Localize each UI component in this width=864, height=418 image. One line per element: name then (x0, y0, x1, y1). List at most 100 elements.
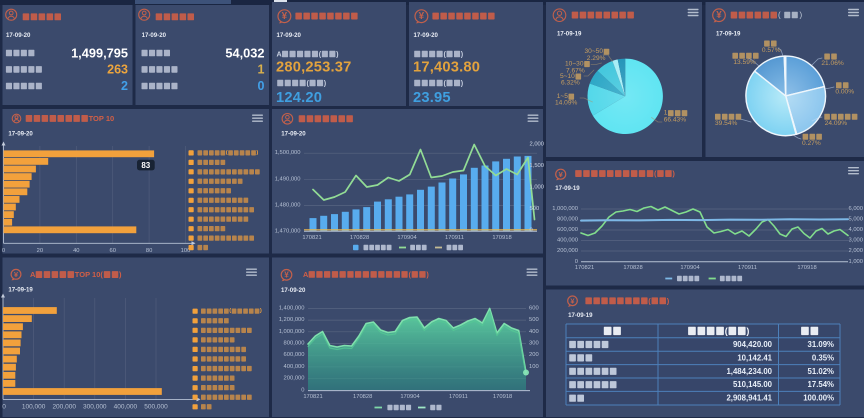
svg-text:17-09-20: 17-09-20 (414, 32, 439, 39)
svg-text:1,400,000: 1,400,000 (279, 305, 305, 311)
svg-text:124.20: 124.20 (276, 90, 322, 106)
svg-text:100: 100 (529, 364, 539, 370)
svg-text:400,000: 400,000 (284, 364, 305, 370)
svg-text:300,000: 300,000 (83, 404, 107, 411)
svg-text:2.29%: 2.29% (587, 55, 606, 62)
svg-text:170821: 170821 (302, 235, 321, 241)
svg-text:17-09-19: 17-09-19 (555, 185, 580, 192)
svg-text:1,490,000: 1,490,000 (275, 176, 301, 182)
svg-text:TOP 10(: TOP 10( (75, 270, 104, 279)
svg-text:170828: 170828 (353, 394, 372, 400)
svg-text:263: 263 (107, 63, 128, 77)
svg-text:23.95: 23.95 (413, 90, 451, 106)
svg-text:¥: ¥ (419, 11, 425, 22)
svg-text:): ) (667, 296, 670, 305)
svg-text:17-09-19: 17-09-19 (557, 31, 582, 38)
svg-text:800,000: 800,000 (557, 217, 578, 223)
svg-text:): ) (336, 50, 339, 59)
svg-text:): ) (256, 150, 258, 156)
svg-text:1: 1 (664, 110, 668, 117)
svg-text:200,000: 200,000 (52, 404, 76, 411)
svg-text:(: ( (654, 169, 657, 178)
svg-text:170911: 170911 (449, 394, 468, 400)
svg-text:100.00%: 100.00% (803, 394, 834, 403)
svg-text:0: 0 (2, 248, 5, 254)
svg-text:170821: 170821 (575, 265, 594, 271)
svg-text:100,000: 100,000 (22, 404, 46, 411)
svg-text:2,000: 2,000 (849, 248, 864, 254)
svg-text:(: ( (725, 326, 728, 336)
svg-text:400,000: 400,000 (114, 404, 138, 411)
svg-text:60: 60 (109, 248, 115, 254)
svg-text:20: 20 (37, 248, 43, 254)
svg-text:17-09-20: 17-09-20 (277, 32, 302, 39)
svg-text:(: ( (409, 270, 412, 279)
svg-text:510,145.00: 510,145.00 (733, 380, 773, 389)
svg-text:10,142.41: 10,142.41 (737, 353, 772, 362)
svg-text:170828: 170828 (623, 265, 642, 271)
svg-text:500: 500 (529, 317, 539, 323)
svg-text:0: 0 (530, 228, 533, 234)
svg-text:31.09%: 31.09% (808, 340, 835, 349)
svg-text:600,000: 600,000 (284, 352, 305, 358)
svg-text:300: 300 (529, 341, 539, 347)
svg-text:17-09-20: 17-09-20 (142, 32, 167, 39)
svg-text:51.02%: 51.02% (808, 367, 835, 376)
svg-text:6,000: 6,000 (849, 206, 864, 212)
svg-text:280,253.37: 280,253.37 (276, 60, 352, 76)
svg-text:500: 500 (530, 206, 540, 212)
svg-text:): ) (800, 11, 803, 20)
svg-text:(: ( (319, 50, 322, 59)
svg-text:400: 400 (529, 329, 539, 335)
svg-text:7.67%: 7.67% (566, 67, 585, 74)
svg-text:(: ( (226, 150, 228, 156)
svg-text:2,908,941.41: 2,908,941.41 (726, 394, 772, 403)
svg-text:4,000: 4,000 (849, 227, 864, 233)
svg-text:30~50: 30~50 (585, 48, 604, 55)
svg-text:¥: ¥ (282, 11, 288, 22)
svg-text:170911: 170911 (445, 235, 464, 241)
svg-text:): ) (672, 169, 675, 178)
svg-text:0.57%: 0.57% (762, 47, 781, 54)
svg-text:170918: 170918 (797, 265, 816, 271)
svg-text:A: A (30, 270, 36, 279)
svg-text:54,032: 54,032 (225, 46, 264, 61)
svg-text:1,000: 1,000 (530, 185, 545, 191)
svg-text:): ) (260, 308, 262, 314)
svg-text:1,000,000: 1,000,000 (279, 329, 305, 335)
svg-text:0: 0 (2, 404, 6, 411)
svg-text:1,470,000: 1,470,000 (275, 229, 301, 235)
svg-text:500,000: 500,000 (144, 404, 168, 411)
svg-text:83: 83 (141, 161, 150, 170)
svg-text:0.27%: 0.27% (802, 140, 821, 147)
svg-text:170911: 170911 (738, 265, 757, 271)
svg-text:17-09-20: 17-09-20 (281, 131, 306, 138)
svg-text:170918: 170918 (492, 235, 511, 241)
svg-text:1,500: 1,500 (530, 163, 545, 169)
svg-text:TOP 10: TOP 10 (89, 114, 115, 123)
svg-text:¥: ¥ (14, 270, 19, 279)
svg-text:17-09-19: 17-09-19 (8, 287, 33, 294)
svg-text:5,000: 5,000 (849, 217, 864, 223)
svg-text:17,403.80: 17,403.80 (413, 60, 480, 76)
svg-text:17-09-20: 17-09-20 (8, 131, 33, 138)
svg-text:(: ( (307, 79, 310, 88)
svg-text:1,500,000: 1,500,000 (275, 150, 301, 156)
svg-text:0: 0 (301, 387, 304, 393)
svg-text:21.06%: 21.06% (821, 60, 844, 67)
svg-text:¥: ¥ (570, 297, 575, 306)
svg-text:1: 1 (258, 63, 265, 77)
svg-text:1,480,000: 1,480,000 (275, 202, 301, 208)
svg-text:1,484,234.00: 1,484,234.00 (726, 367, 772, 376)
svg-text:17-09-20: 17-09-20 (281, 287, 306, 294)
svg-text:17-09-19: 17-09-19 (568, 312, 593, 319)
svg-text:13.59%: 13.59% (733, 59, 756, 66)
svg-text:0.35%: 0.35% (812, 353, 834, 362)
svg-text:170828: 170828 (350, 235, 369, 241)
svg-text:): ) (324, 79, 327, 88)
svg-text:2,000: 2,000 (530, 142, 545, 148)
svg-text:2: 2 (121, 79, 128, 93)
svg-text:170904: 170904 (680, 265, 700, 271)
svg-text:(: ( (444, 79, 447, 88)
svg-text:): ) (119, 270, 122, 279)
